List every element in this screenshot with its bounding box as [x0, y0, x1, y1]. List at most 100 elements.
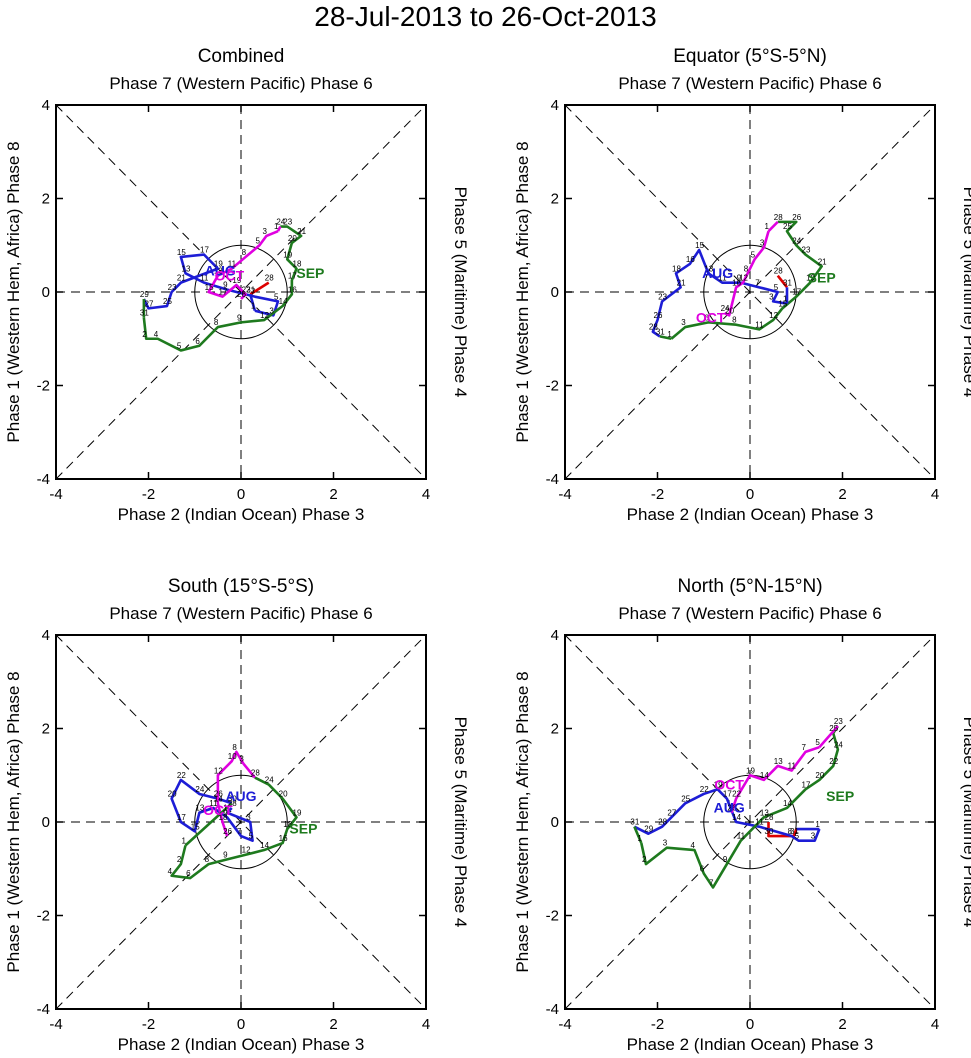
day-label: 2: [642, 855, 647, 864]
day-label: 27: [667, 808, 676, 817]
day-label: 9: [223, 808, 228, 817]
day-label: 9: [223, 281, 228, 290]
day-label: 19: [283, 250, 292, 259]
day-label: 22: [732, 790, 741, 799]
series-line-sep: [142, 225, 303, 352]
day-label: 17: [792, 288, 801, 297]
day-label: 17: [288, 271, 297, 280]
top-axis-title: Phase 7 (Western Pacific) Phase 6: [618, 74, 882, 93]
x-tick-label: -2: [651, 1016, 664, 1033]
day-label: 3: [769, 292, 774, 301]
series-line-oct: [730, 745, 820, 814]
unit-circle: [703, 244, 797, 340]
day-label: 5: [274, 292, 279, 301]
day-label: 5: [249, 832, 254, 841]
day-label: 24: [721, 304, 730, 313]
day-label: 1: [783, 295, 788, 304]
panel-title: Combined: [197, 46, 285, 67]
unit-circle: [194, 244, 288, 340]
day-label: 26: [237, 290, 246, 299]
day-label: 8: [214, 318, 219, 327]
month-label: AUG: [225, 788, 256, 804]
series-connector: [242, 762, 256, 779]
day-label: 14: [732, 813, 741, 822]
day-label: 19: [214, 260, 223, 269]
y-tick-label: 4: [551, 627, 559, 644]
day-label: 1: [274, 222, 279, 231]
chart-panel: North (5°N-15°N) Phase 7 (Western Pacific…: [509, 530, 971, 1054]
day-label: 5: [177, 341, 182, 350]
y-tick-label: 0: [551, 814, 559, 831]
day-label: 22: [177, 771, 186, 780]
day-label: 20: [279, 790, 288, 799]
day-label: 26: [792, 213, 801, 222]
day-label: 14: [260, 841, 269, 850]
x-tick-label: 0: [237, 1016, 245, 1033]
day-label: 11: [209, 799, 218, 808]
y-tick-label: -4: [546, 1001, 559, 1018]
panel-title: North (5°N-15°N): [677, 576, 823, 597]
day-label: 1: [223, 804, 228, 813]
day-label: 11: [228, 260, 237, 269]
day-label: 8: [732, 316, 737, 325]
day-label: 29: [644, 825, 653, 834]
month-label: AUG: [702, 265, 733, 281]
day-label: 8: [788, 827, 793, 836]
day-label: 13: [214, 267, 223, 276]
day-label: 16: [279, 834, 288, 843]
y-tick-label: -2: [37, 378, 50, 395]
series-line-aug: [651, 248, 788, 338]
day-label: 9: [737, 274, 742, 283]
series-connector: [248, 293, 257, 312]
day-label: 16: [288, 285, 297, 294]
day-label: 8: [232, 743, 237, 752]
series-connector: [659, 335, 672, 341]
day-label: 24: [195, 785, 204, 794]
day-label: 19: [746, 766, 755, 775]
y-tick-label: 0: [551, 284, 559, 301]
x-tick-label: 4: [422, 486, 430, 503]
day-label: 26: [654, 311, 663, 320]
day-label: 5: [815, 738, 820, 747]
day-label: 20: [725, 306, 734, 315]
day-label: 17: [802, 780, 811, 789]
x-tick-label: 2: [329, 1016, 337, 1033]
panel-title: South (15°S-5°S): [167, 576, 315, 597]
day-label: 17: [200, 246, 209, 255]
series-connector: [818, 725, 839, 749]
day-label: 1: [765, 222, 770, 231]
panel-title: Equator (5°S-5°N): [673, 46, 827, 67]
day-label: 5: [774, 283, 779, 292]
day-label: 31: [656, 327, 665, 336]
day-label: 24: [265, 776, 274, 785]
y-tick-label: 2: [42, 191, 50, 208]
x-tick-label: -2: [142, 1016, 155, 1033]
day-label: 23: [834, 717, 843, 726]
day-label: 3: [269, 306, 274, 315]
day-label: 1: [251, 302, 256, 311]
day-label: 3: [760, 239, 765, 248]
day-label: 23: [283, 218, 292, 227]
day-label: 8: [744, 264, 749, 273]
day-label: 2: [177, 855, 182, 864]
series-connector: [767, 220, 779, 233]
x-tick-label: 4: [931, 486, 939, 503]
main-title: 28-Jul-2013 to 26-Oct-2013: [314, 1, 657, 32]
series-line-aug: [142, 253, 280, 317]
x-tick-label: 0: [746, 1016, 754, 1033]
y-tick-label: -2: [546, 378, 559, 395]
chart-panel: Combined Phase 7 (Western Pacific) Phase …: [0, 0, 485, 524]
day-label: 11: [788, 762, 797, 771]
y-tick-label: -2: [546, 908, 559, 925]
day-label: 18: [219, 813, 228, 822]
top-axis-title: Phase 7 (Western Pacific) Phase 6: [109, 74, 373, 93]
day-label: 26: [214, 790, 223, 799]
day-label: 15: [177, 248, 186, 257]
day-label: 31: [246, 285, 255, 294]
x-tick-label: 2: [329, 486, 337, 503]
day-label: 19: [806, 274, 815, 283]
month-label: OCT: [714, 776, 744, 792]
day-label: 4: [154, 330, 159, 339]
day-label: 26: [223, 827, 232, 836]
day-label: 12: [769, 311, 778, 320]
